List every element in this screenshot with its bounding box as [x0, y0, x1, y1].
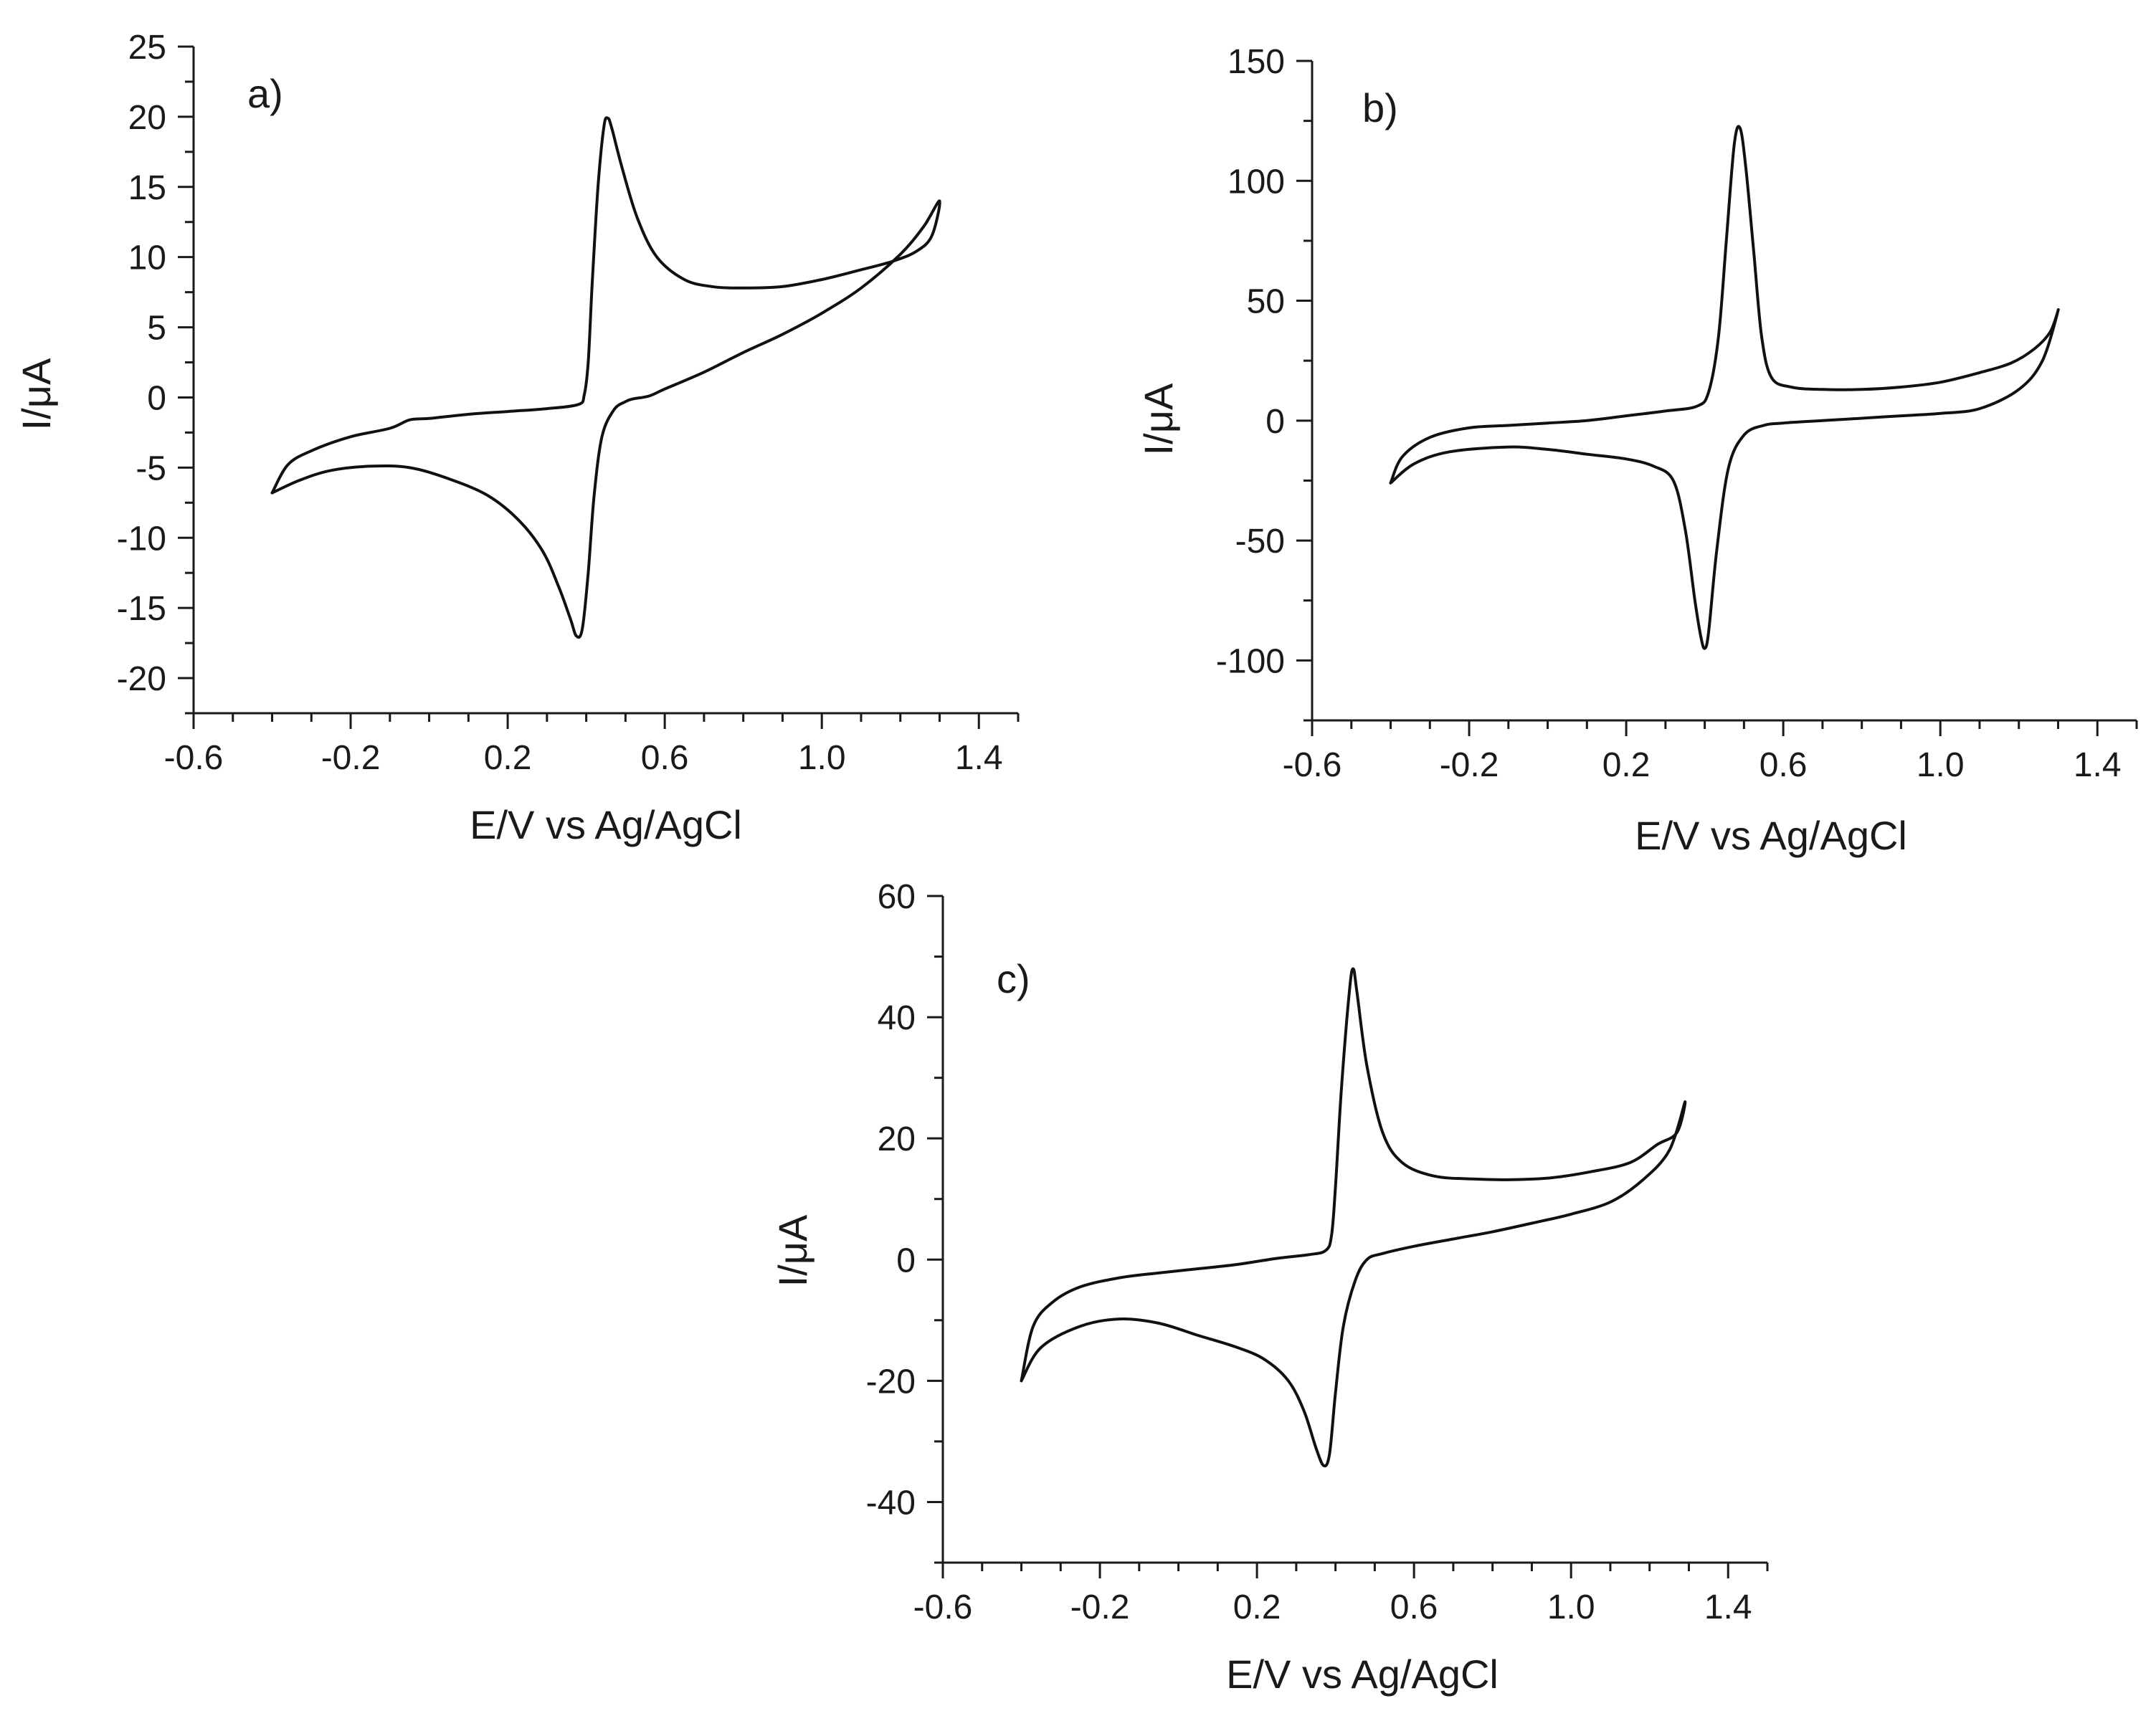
- panel-c-x-axis-label: E/V vs Ag/AgCl: [1226, 1652, 1499, 1697]
- panel-c-y-tick-label: -20: [866, 1363, 916, 1401]
- panel-c: -0.6 -0.2 0.2 0.6 1.0 1.4 -40 -20 0 20 40 60 c) E/…: [770, 878, 1769, 1697]
- panel-b: -0.6 -0.2 0.2 0.6 1.0 1.4 -100 -50 0 50 100 150 b)…: [1136, 43, 2138, 858]
- panel-c-axes: [941, 896, 1767, 1564]
- panel-c-y-tick-label: -40: [866, 1484, 916, 1522]
- panel-c-y-tick-label: 40: [878, 999, 916, 1037]
- panel-a-cv-curve: [270, 116, 941, 639]
- panel-b-y-tick-label: 150: [1227, 43, 1285, 81]
- panel-c-cv-curve: [1020, 967, 1687, 1468]
- panel-c-x-tick-label: 1.0: [1547, 1588, 1595, 1626]
- panel-b-cv-curve: [1389, 125, 2060, 650]
- panel-b-y-tick-label: 50: [1247, 283, 1285, 321]
- panel-b-y-tick-label: 0: [1265, 403, 1285, 441]
- panel-b-x-axis-label: E/V vs Ag/AgCl: [1635, 813, 1907, 858]
- panel-a-y-ticks: -20 -15 -10 -5 0 5 10 15 20 25: [117, 29, 194, 715]
- panel-a-y-tick-label: 10: [128, 239, 166, 277]
- panel-a-x-tick-label: 1.4: [955, 739, 1003, 777]
- panel-b-label: b): [1362, 85, 1398, 130]
- panel-a-y-tick-label: 5: [147, 310, 166, 348]
- panel-a-x-tick-label: -0.6: [164, 739, 224, 777]
- panel-c-label: c): [997, 956, 1030, 1001]
- panel-b-x-ticks: -0.6 -0.2 0.2 0.6 1.0 1.4: [1283, 720, 2138, 784]
- panel-c-y-axis-label: I/μA: [770, 1214, 815, 1287]
- panel-b-x-tick-label: 0.6: [1760, 746, 1808, 784]
- panel-b-x-tick-label: 1.0: [1917, 746, 1965, 784]
- panel-b-x-tick-label: -0.2: [1440, 746, 1499, 784]
- panel-c-x-tick-label: 0.6: [1390, 1588, 1438, 1626]
- panel-a-y-tick-label: -20: [117, 660, 166, 698]
- panel-c-y-tick-label: 0: [896, 1241, 916, 1279]
- panel-a-x-tick-label: 1.0: [798, 739, 846, 777]
- panel-b-y-tick-label: -100: [1216, 642, 1285, 680]
- panel-a-x-tick-label: -0.2: [321, 739, 381, 777]
- panel-a: -0.6 -0.2 0.2 0.6 1.0 1.4 -20 -15 -10 -5 0 5 10 15 20…: [14, 29, 1020, 847]
- panel-a-axes: [192, 47, 1018, 715]
- panel-a-y-axis-label: I/μA: [14, 358, 59, 430]
- panel-b-y-axis-label: I/μA: [1136, 383, 1181, 455]
- panel-a-x-tick-label: 0.6: [641, 739, 689, 777]
- panel-b-x-tick-label: 1.4: [2074, 746, 2122, 784]
- panel-c-y-tick-label: 20: [878, 1120, 916, 1158]
- panel-a-x-ticks: -0.6 -0.2 0.2 0.6 1.0 1.4: [164, 713, 1020, 777]
- panel-b-x-tick-label: -0.6: [1283, 746, 1342, 784]
- panel-c-y-ticks: -40 -20 0 20 40 60: [866, 878, 943, 1564]
- panel-b-x-tick-label: 0.2: [1602, 746, 1651, 784]
- panel-a-y-tick-label: 20: [128, 99, 166, 137]
- panel-a-x-tick-label: 0.2: [484, 739, 532, 777]
- panel-a-y-tick-label: -5: [136, 449, 166, 487]
- panel-b-axes: [1311, 61, 2137, 722]
- panel-b-y-tick-label: 100: [1227, 163, 1285, 201]
- panel-a-y-tick-label: 0: [147, 379, 166, 417]
- panel-c-x-tick-label: 0.2: [1233, 1588, 1281, 1626]
- panel-c-x-tick-label: -0.6: [913, 1588, 973, 1626]
- panel-a-y-tick-label: -10: [117, 520, 166, 558]
- panel-c-x-tick-label: -0.2: [1070, 1588, 1130, 1626]
- panel-a-label: a): [247, 71, 283, 116]
- panel-c-x-tick-label: 1.4: [1704, 1588, 1752, 1626]
- panel-a-y-tick-label: -15: [117, 590, 166, 628]
- panel-b-y-tick-label: -50: [1235, 523, 1285, 561]
- panel-c-y-tick-label: 60: [878, 878, 916, 916]
- panel-a-y-tick-label: 15: [128, 169, 166, 207]
- panel-a-x-axis-label: E/V vs Ag/AgCl: [470, 802, 742, 847]
- panel-b-y-ticks: -100 -50 0 50 100 150: [1216, 43, 1312, 722]
- panel-c-x-ticks: -0.6 -0.2 0.2 0.6 1.0 1.4: [913, 1563, 1769, 1626]
- panel-a-y-tick-label: 25: [128, 29, 166, 67]
